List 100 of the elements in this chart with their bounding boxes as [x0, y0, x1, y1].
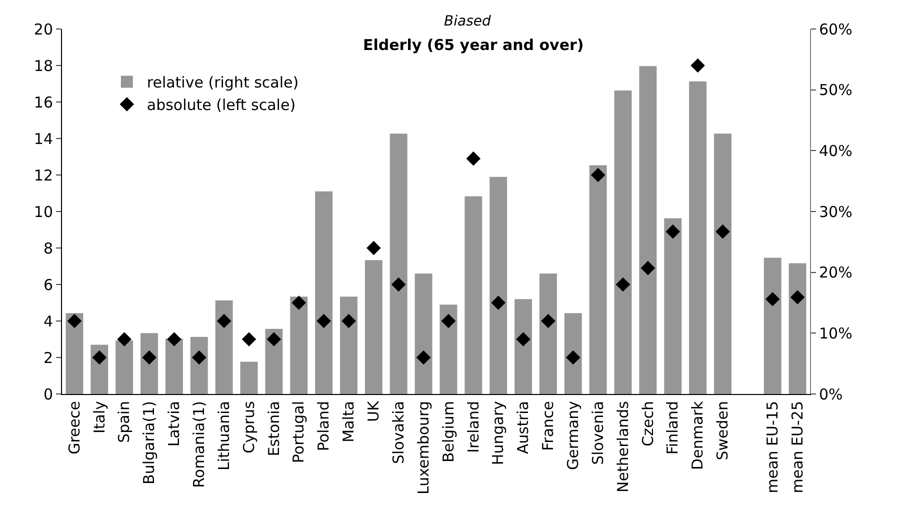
point: [416, 350, 431, 365]
bar: [66, 313, 84, 394]
x-tick-label: Austria: [514, 401, 532, 454]
x-tick-label: Ireland: [464, 401, 482, 453]
x-tick-label: Denmark: [688, 400, 707, 470]
x-tick-label: Belgium: [439, 401, 458, 462]
x-tick-label: mean EU-25: [788, 401, 806, 494]
y2-tick-label: 40%: [819, 142, 852, 160]
x-tick-label: Italy: [90, 400, 108, 434]
bar: [364, 260, 382, 394]
point: [765, 292, 780, 306]
point: [142, 350, 156, 365]
point: [616, 277, 630, 292]
point: [192, 350, 206, 365]
x-tick-label: Bulgaria(1): [140, 401, 158, 484]
x-tick-label: Portugal: [290, 401, 308, 464]
bar: [589, 165, 607, 394]
x-tick-label: Slovenia: [588, 401, 607, 465]
point: [67, 314, 82, 328]
y-tick-label: 16: [34, 93, 53, 112]
text: Elderly (65 year and over): [363, 36, 584, 54]
bar: [290, 296, 308, 394]
y-tick-label: 8: [43, 239, 53, 258]
bar: [414, 274, 432, 394]
bar: [215, 300, 233, 394]
point: [566, 350, 580, 365]
point: [242, 332, 256, 346]
point: [391, 277, 406, 292]
x-tick-label: mean EU-15: [763, 401, 782, 494]
y2-tick-label: 60%: [819, 20, 852, 38]
y-tick-label: 18: [34, 56, 53, 75]
x-tick-label: Lithuania: [214, 401, 233, 470]
bar: [140, 333, 158, 394]
x-tick-label: Hungary: [489, 400, 508, 466]
point: [466, 151, 481, 166]
bar: [464, 196, 482, 394]
y-tick-label: 10: [34, 202, 53, 221]
x-tick-label: Spain: [115, 401, 134, 443]
y-tick-label: 4: [43, 312, 53, 330]
bar: [440, 304, 458, 394]
bar: [265, 328, 283, 394]
y2-tick-label: 10%: [819, 324, 852, 342]
y-tick-label: 2: [43, 348, 53, 367]
y-tick-label: 20: [34, 20, 53, 38]
x-tick-label: Slovakia: [389, 401, 408, 464]
bar: [315, 191, 333, 394]
y2-tick-label: 50%: [819, 81, 852, 100]
x-tick-label: France: [539, 401, 558, 451]
bar: [764, 258, 782, 394]
point: [590, 168, 606, 182]
y-tick-label: 6: [43, 276, 53, 294]
bar: [539, 274, 557, 394]
legend-label: relative (right scale): [146, 74, 299, 92]
point: [92, 350, 107, 365]
bar: [116, 340, 134, 394]
bar: [564, 313, 582, 394]
point: [690, 58, 705, 73]
x-tick-label: Estonia: [264, 401, 283, 456]
x-tick-label: Romania(1): [190, 401, 208, 488]
x-tick-label: Czech: [638, 401, 657, 446]
x-tick-label: Luxembourg: [414, 401, 432, 494]
point: [541, 314, 556, 328]
bar: [664, 218, 682, 394]
point: [366, 240, 381, 256]
y2-tick-label: 0%: [819, 385, 843, 404]
bar: [490, 176, 508, 394]
point: [117, 332, 132, 346]
bar: [514, 299, 532, 394]
point: [266, 332, 282, 346]
bar: [614, 90, 632, 394]
y-tick-label: 12: [34, 166, 53, 184]
legend-label: absolute (left scale): [146, 96, 296, 114]
point: [441, 314, 456, 328]
bar: [788, 263, 806, 394]
bar: [240, 362, 258, 394]
bar: [639, 66, 657, 394]
y2-tick-label: 30%: [819, 202, 852, 221]
point: [516, 332, 530, 346]
x-tick-label: Greece: [65, 401, 84, 454]
point: [216, 314, 232, 328]
point: [790, 290, 805, 304]
chart-title: Biased: [444, 14, 492, 30]
bar: [165, 338, 183, 394]
point: [640, 260, 656, 276]
point: [292, 296, 306, 310]
bar: [689, 81, 707, 394]
x-tick-label: Latvia: [165, 401, 184, 447]
bar: [714, 134, 732, 394]
x-tick-label: Malta: [340, 401, 358, 442]
x-tick-label: Poland: [314, 401, 333, 452]
x-tick-label: Netherlands: [614, 400, 632, 492]
x-tick-label: Sweden: [714, 401, 732, 460]
x-tick-label: Cyprus: [240, 400, 258, 454]
bar: [340, 296, 358, 394]
point: [316, 314, 331, 328]
y2-tick-label: 20%: [819, 264, 852, 282]
y-tick-label: 14: [34, 130, 53, 148]
point: [666, 224, 680, 239]
x-tick-label: Finland: [664, 401, 682, 455]
point: [716, 224, 730, 239]
